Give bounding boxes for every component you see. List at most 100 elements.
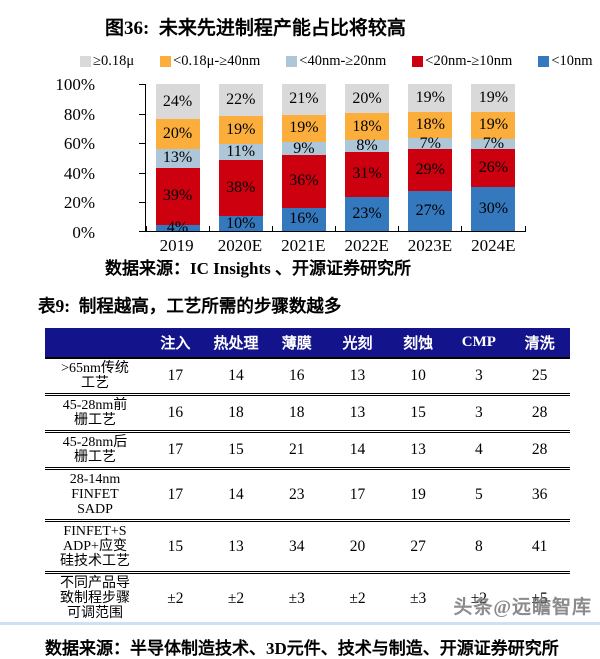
bar-segment: 20% xyxy=(345,84,390,114)
bar-segment-value: 30% xyxy=(478,200,509,218)
bar-segment-value: 24% xyxy=(162,92,193,110)
stacked-bar: 19% 19% 7% 26% 30% xyxy=(471,84,516,231)
chart-legend: ≥0.18μ <0.18μ-≥40nm <40nm-≥20nm <20nm-≥10nm… xyxy=(0,53,600,70)
bar-segment: 19% xyxy=(408,84,453,112)
bar-segment-value: 20% xyxy=(352,89,382,107)
table-header-row: 注入 热处理 薄膜 光刻 刻蚀 CMP 清洗 xyxy=(45,328,570,358)
x-tick-label: 2024E xyxy=(471,236,516,255)
legend-item: ≥0.18μ xyxy=(80,53,134,70)
bar-segment: 19% xyxy=(281,114,326,143)
bar-segment-value: 4% xyxy=(166,219,189,237)
column-header: 注入 xyxy=(160,336,191,352)
legend-label: ≥0.18μ xyxy=(93,53,135,69)
table-cell: 17 xyxy=(167,441,184,458)
table-cell: 14 xyxy=(228,485,244,503)
column-header: 热处理 xyxy=(213,336,259,352)
stacked-bar-chart: 24% 20% 13% 39% 4% 22% 19% 11% 38% 10% 21% 19% 9% 36%… xyxy=(0,76,600,255)
bar-segment-value: 21% xyxy=(289,90,319,108)
bar-segment-value: 19% xyxy=(478,116,509,134)
table-row: FINFET+S ADP+应变 硅技术工艺 15 13 34 20 27 8 41 xyxy=(45,520,570,573)
y-tick-mark xyxy=(139,172,146,174)
bar-segment: 19% xyxy=(471,84,516,112)
row-label: 45-28nm前 栅工艺 xyxy=(62,398,128,428)
bar-column-2024E: 19% 19% 7% 26% 30% xyxy=(462,84,525,231)
legend-swatch-icon xyxy=(80,56,91,67)
table-cell: 28 xyxy=(531,404,548,421)
table-cell: 41 xyxy=(531,537,548,555)
bar-segment-value: 22% xyxy=(226,91,256,109)
bar-segment-value: 39% xyxy=(162,187,193,205)
table-row: 45-28nm后 栅工艺 17 15 21 14 13 4 28 xyxy=(45,431,570,469)
table-row: 不同产品导 致制程步骤 可调范围 ±2 ±2 ±3 ±2 ±3 ±2 ±5 xyxy=(45,572,570,625)
bar-segment-value: 18% xyxy=(352,117,382,135)
table-cell: 36 xyxy=(531,485,548,503)
table-cell: 15 xyxy=(167,537,184,555)
bar-column-2021E: 21% 19% 9% 36% 16% xyxy=(272,84,335,231)
bar-segment-value: 38% xyxy=(226,179,256,197)
table-cell: 17 xyxy=(167,367,184,384)
table-cell: 3 xyxy=(474,404,483,421)
bar-segment-value: 23% xyxy=(352,205,382,223)
y-tick-mark xyxy=(139,113,146,115)
x-tick-mark xyxy=(145,226,147,232)
legend-item: <10nm xyxy=(538,53,593,70)
bar-segment: 10% xyxy=(218,215,263,231)
table-cell: 5 xyxy=(474,485,483,503)
bar-segment: 38% xyxy=(218,160,263,217)
y-tick-label: 60% xyxy=(63,134,95,154)
x-tick-mark xyxy=(461,226,463,232)
legend-label: <0.18μ-≥40nm xyxy=(173,53,261,69)
x-axis-labels: 2019 2020E 2021E 2022E 2023E 2024E xyxy=(145,236,525,256)
table-cell: 16 xyxy=(289,367,305,384)
bar-segment: 26% xyxy=(471,149,516,188)
table-cell: 17 xyxy=(167,485,184,503)
table-cell: 25 xyxy=(531,367,548,384)
bar-segment: 24% xyxy=(155,84,200,120)
column-header: 清洗 xyxy=(524,336,555,352)
bar-segment-value: 36% xyxy=(289,172,319,190)
x-tick-label: 2019 xyxy=(159,236,194,255)
table-cell: ±2 xyxy=(349,589,366,607)
table-cell: 17 xyxy=(349,485,366,503)
legend-label: <20nm-≥10nm xyxy=(425,53,513,69)
table-row: 28-14nm FINFET SADP 17 14 23 17 19 5 36 xyxy=(45,468,570,521)
bar-segment: 27% xyxy=(408,191,453,231)
column-header: CMP xyxy=(461,334,496,350)
bottom-divider xyxy=(0,622,600,625)
table-cell: 14 xyxy=(228,367,244,384)
stacked-bar: 22% 19% 11% 38% 10% xyxy=(218,84,263,231)
bar-segment: 23% xyxy=(345,197,390,231)
table-cell: 13 xyxy=(349,367,366,384)
table-cell: 19 xyxy=(410,485,426,503)
table-row: 45-28nm前 栅工艺 16 18 18 13 15 3 28 xyxy=(45,394,570,432)
bar-column-2023E: 19% 18% 7% 29% 27% xyxy=(399,84,462,231)
x-tick-label: 2023E xyxy=(407,236,453,255)
table-cell: ±2 xyxy=(470,589,487,607)
table-cell: ±3 xyxy=(288,589,305,607)
stacked-bar: 24% 20% 13% 39% 4% xyxy=(155,84,200,236)
y-tick-label: 40% xyxy=(63,163,95,183)
bar-segment: 39% xyxy=(155,167,200,226)
bar-column-2019: 24% 20% 13% 39% 4% xyxy=(146,84,209,236)
bar-segment: 7% xyxy=(471,136,516,152)
bar-segment-value: 11% xyxy=(226,143,256,161)
bar-segment-value: 19% xyxy=(289,119,319,137)
row-label: 不同产品导 致制程步骤 可调范围 xyxy=(60,576,130,621)
table-cell: 18 xyxy=(289,404,305,421)
table-cell: 4 xyxy=(474,441,483,458)
y-tick-mark xyxy=(139,202,146,204)
bar-segment: 9% xyxy=(281,140,326,156)
table-cell: 20 xyxy=(349,537,366,555)
bar-segment-value: 18% xyxy=(415,116,445,134)
stacked-bar: 20% 18% 8% 31% 23% xyxy=(345,84,390,231)
table-cell: 8 xyxy=(474,537,483,555)
legend-item: <20nm-≥10nm xyxy=(412,53,512,70)
bar-segment: 29% xyxy=(408,148,453,192)
bar-segment: 19% xyxy=(218,116,263,145)
bar-segment: 30% xyxy=(471,187,516,231)
bar-segment: 31% xyxy=(345,151,390,198)
stacked-bar: 21% 19% 9% 36% 16% xyxy=(281,84,326,231)
bar-segment-value: 19% xyxy=(415,88,445,106)
row-label: 45-28nm后 栅工艺 xyxy=(62,435,128,465)
table-cell: 13 xyxy=(228,537,244,555)
